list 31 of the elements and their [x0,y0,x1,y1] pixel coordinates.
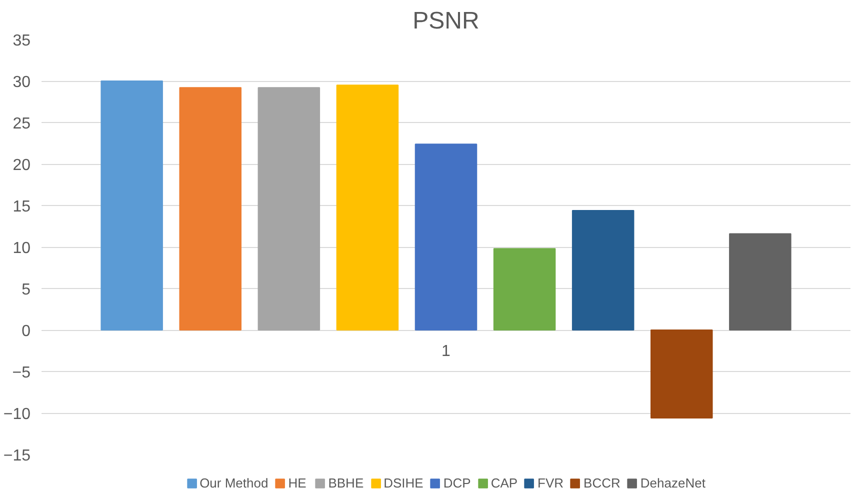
y-tick-label: −5 [12,364,31,382]
y-tick-label: 35 [12,32,31,50]
y-tick-label: 25 [12,116,31,132]
y-tick-label: −15 [3,448,31,464]
bar [729,233,792,330]
y-tick-label: −10 [3,406,31,423]
y-tick-label: 0 [22,323,31,340]
bar [258,87,320,330]
x-tick-label: 1 [442,343,451,360]
y-tick-label: 10 [12,240,31,257]
legend-label: Our Method [200,476,268,490]
bar [572,210,634,330]
bar [179,87,242,330]
y-tick-label: 30 [12,74,31,91]
chart-title: PSNR [412,8,480,34]
y-tick-label: 5 [22,282,31,298]
legend-label: HE [288,476,308,490]
y-tick-label: 15 [12,198,31,216]
legend-label: DCP [443,476,471,490]
legend-label: FVR [538,476,564,490]
y-tick-label: 20 [12,157,31,174]
bar [414,144,478,330]
bar [336,84,399,330]
legend-label: BBHE [328,476,364,490]
bar [650,330,713,418]
legend-label: DehazeNet [640,476,706,490]
bar [493,248,556,330]
legend-label: BCCR [584,476,620,490]
bar [100,80,163,330]
legend-label: DSIHE [384,476,424,490]
legend-label: CAP [490,476,518,490]
